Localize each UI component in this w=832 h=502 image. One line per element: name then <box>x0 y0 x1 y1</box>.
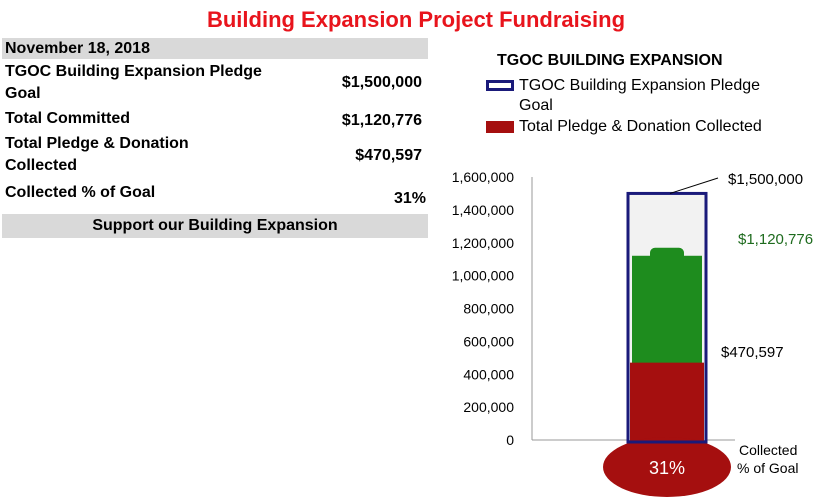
y-tick-label: 1,000,000 <box>452 268 514 284</box>
date-band: November 18, 2018 <box>2 38 428 59</box>
plot-area: 31% $1,500,000 $1,120,776 $470,597 Collected… <box>603 171 813 497</box>
goal-label-line2: Goal <box>5 85 41 102</box>
y-tick-label: 800,000 <box>463 301 514 317</box>
goal-data-label: $1,500,000 <box>728 171 803 188</box>
committed-value: $1,120,776 <box>341 112 422 129</box>
y-tick-label: 1,200,000 <box>452 235 514 251</box>
legend-goal-line1: TGOC Building Expansion Pledge <box>519 77 761 94</box>
page-title: Building Expansion Project Fundraising <box>206 7 626 32</box>
legend-collected-label: Total Pledge & Donation Collected <box>519 118 762 135</box>
y-tick-label: 200,000 <box>463 399 514 415</box>
collected-data-label: $470,597 <box>721 344 784 361</box>
x-axis-label-line1: Collected <box>739 442 797 458</box>
percent-label: Collected % of Goal <box>5 184 156 201</box>
legend-goal-line2: Goal <box>519 97 553 114</box>
bulb-percent-label: 31% <box>649 458 685 478</box>
collected-label-line1: Total Pledge & Donation <box>5 135 189 152</box>
legend-collected-swatch <box>486 121 514 133</box>
collected-label-line2: Collected <box>5 157 78 174</box>
percent-value: 31% <box>393 190 426 207</box>
goal-outline <box>626 191 708 444</box>
goal-label-line1: TGOC Building Expansion Pledge <box>5 63 262 80</box>
y-tick-label: 400,000 <box>463 366 514 382</box>
thermometer-bulb <box>603 437 731 497</box>
support-band: Support our Building Expansion <box>2 214 428 238</box>
committed-label: Total Committed <box>5 110 131 127</box>
goal-leader-line <box>669 177 719 194</box>
committed-data-label: $1,120,776 <box>738 231 813 248</box>
y-axis: 0 200,000 400,000 600,000 800,000 1,000,000 1,… <box>452 169 735 448</box>
legend-goal-swatch <box>486 80 514 91</box>
x-axis-label-line2: % of Goal <box>737 460 798 476</box>
goal-value: $1,500,000 <box>341 74 422 91</box>
y-tick-label: 1,600,000 <box>452 169 514 185</box>
collected-value: $470,597 <box>355 147 422 164</box>
committed-bar-cap <box>650 247 684 262</box>
chart-title: TGOC BUILDING EXPANSION <box>497 52 723 69</box>
y-tick-label: 1,400,000 <box>452 202 514 218</box>
y-tick-label: 600,000 <box>463 333 514 349</box>
y-tick-label: 0 <box>506 432 514 448</box>
